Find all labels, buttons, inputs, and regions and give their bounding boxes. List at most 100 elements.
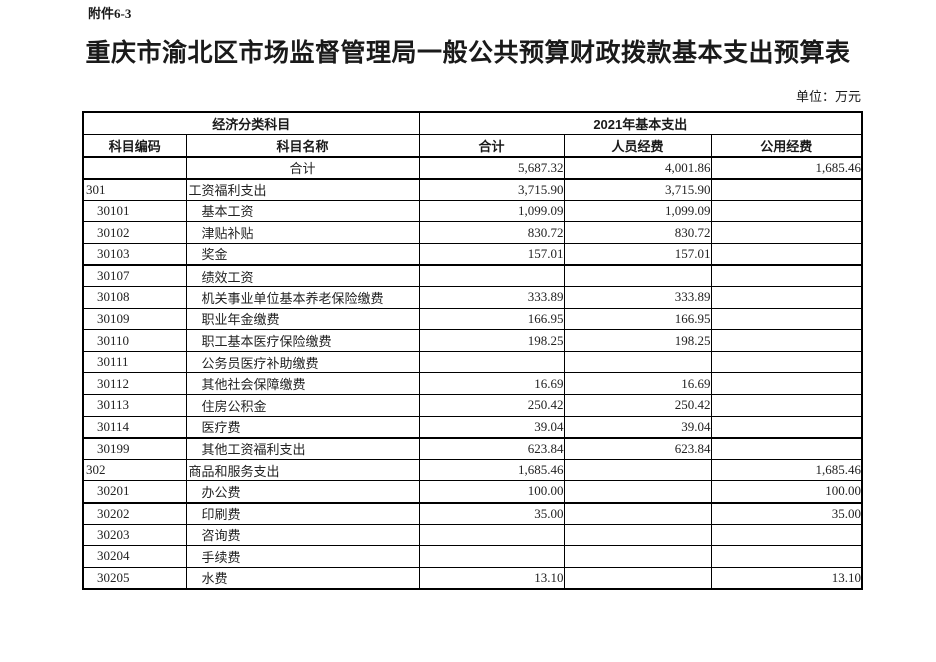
cell-code: 30108 <box>82 286 187 309</box>
cell-public <box>710 545 863 568</box>
cell-name: 职业年金缴费 <box>185 307 420 331</box>
cell-code: 30103 <box>82 242 187 266</box>
cell-code <box>82 156 187 180</box>
table-row: 30111 公务员医疗补助缴费 <box>82 350 863 374</box>
cell-code: 30110 <box>82 329 187 352</box>
cell-total: 198.25 <box>418 329 565 352</box>
table-row: 30199 其他工资福利支出 623.84 623.84 <box>82 437 863 460</box>
cell-code: 30112 <box>82 372 187 396</box>
cell-total: 39.04 <box>418 415 565 439</box>
cell-public <box>710 242 863 266</box>
cell-personnel <box>563 545 712 568</box>
cell-personnel: 198.25 <box>563 329 712 352</box>
cell-personnel: 4,001.86 <box>563 156 712 180</box>
cell-personnel: 166.95 <box>563 307 712 331</box>
cell-personnel: 16.69 <box>563 372 712 396</box>
cell-public: 35.00 <box>710 502 863 525</box>
col-header-subject-name: 科目名称 <box>185 134 420 158</box>
cell-total: 250.42 <box>418 394 565 417</box>
budget-table-body: 合计 5,687.32 4,001.86 1,685.46 301 工资福利支出 3,715… <box>82 156 863 590</box>
table-row: 30107 绩效工资 <box>82 264 863 288</box>
cell-code: 30199 <box>82 437 187 460</box>
cell-name: 商品和服务支出 <box>185 458 420 482</box>
cell-code: 30203 <box>82 523 187 547</box>
table-row: 301 工资福利支出 3,715.90 3,715.90 <box>82 178 863 201</box>
cell-name: 办公费 <box>185 480 420 504</box>
cell-code: 30102 <box>82 221 187 244</box>
cell-personnel: 623.84 <box>563 437 712 460</box>
cell-code: 30111 <box>82 350 187 374</box>
table-row: 30114 医疗费 39.04 39.04 <box>82 415 863 439</box>
col-header-total: 合计 <box>418 134 565 158</box>
cell-public <box>710 199 863 223</box>
cell-public: 100.00 <box>710 480 863 504</box>
table-row: 30204 手续费 <box>82 545 863 568</box>
cell-public <box>710 221 863 244</box>
cell-public <box>710 415 863 439</box>
cell-personnel: 1,099.09 <box>563 199 712 223</box>
cell-total <box>418 350 565 374</box>
cell-name: 奖金 <box>185 242 420 266</box>
header-columns-row: 科目编码 科目名称 合计 人员经费 公用经费 <box>82 134 863 158</box>
cell-name: 津贴补贴 <box>185 221 420 244</box>
cell-personnel <box>563 502 712 525</box>
cell-total: 166.95 <box>418 307 565 331</box>
table-row: 30103 奖金 157.01 157.01 <box>82 242 863 266</box>
table-row: 合计 5,687.32 4,001.86 1,685.46 <box>82 156 863 180</box>
page-title: 重庆市渝北区市场监督管理局一般公共预算财政拨款基本支出预算表 <box>85 40 851 67</box>
cell-personnel <box>563 566 712 590</box>
cell-code: 301 <box>82 178 187 201</box>
cell-total: 100.00 <box>418 480 565 504</box>
cell-public <box>710 329 863 352</box>
cell-code: 30204 <box>82 545 187 568</box>
header-group-row: 经济分类科目 2021年基本支出 <box>82 111 863 135</box>
cell-personnel <box>563 264 712 288</box>
cell-public <box>710 350 863 374</box>
table-row: 30109 职业年金缴费 166.95 166.95 <box>82 307 863 331</box>
cell-total: 1,099.09 <box>418 199 565 223</box>
cell-public: 1,685.46 <box>710 156 863 180</box>
cell-name: 基本工资 <box>185 199 420 223</box>
cell-public <box>710 394 863 417</box>
table-row: 30113 住房公积金 250.42 250.42 <box>82 394 863 417</box>
cell-public <box>710 307 863 331</box>
table-row: 30101 基本工资 1,099.09 1,099.09 <box>82 199 863 223</box>
cell-name: 合计 <box>185 156 420 180</box>
cell-total: 5,687.32 <box>418 156 565 180</box>
cell-code: 30109 <box>82 307 187 331</box>
cell-code: 30202 <box>82 502 187 525</box>
cell-name: 医疗费 <box>185 415 420 439</box>
cell-code: 30205 <box>82 566 187 590</box>
cell-personnel <box>563 350 712 374</box>
cell-public <box>710 286 863 309</box>
cell-code: 30114 <box>82 415 187 439</box>
cell-personnel: 333.89 <box>563 286 712 309</box>
cell-total <box>418 545 565 568</box>
col-header-personnel-expense: 人员经费 <box>563 134 712 158</box>
cell-personnel: 39.04 <box>563 415 712 439</box>
cell-public <box>710 523 863 547</box>
cell-personnel: 157.01 <box>563 242 712 266</box>
cell-public: 13.10 <box>710 566 863 590</box>
cell-total: 16.69 <box>418 372 565 396</box>
cell-public <box>710 372 863 396</box>
cell-total: 13.10 <box>418 566 565 590</box>
table-row: 30203 咨询费 <box>82 523 863 547</box>
cell-total: 1,685.46 <box>418 458 565 482</box>
cell-code: 30113 <box>82 394 187 417</box>
cell-name: 公务员医疗补助缴费 <box>185 350 420 374</box>
cell-total <box>418 523 565 547</box>
cell-personnel <box>563 458 712 482</box>
cell-name: 工资福利支出 <box>185 178 420 201</box>
cell-personnel <box>563 523 712 547</box>
cell-personnel: 3,715.90 <box>563 178 712 201</box>
cell-code: 30101 <box>82 199 187 223</box>
attachment-label: 附件6-3 <box>88 6 132 21</box>
cell-code: 30107 <box>82 264 187 288</box>
cell-total: 3,715.90 <box>418 178 565 201</box>
cell-public <box>710 437 863 460</box>
cell-personnel <box>563 480 712 504</box>
unit-label: 单位：万元 <box>795 89 861 104</box>
cell-name: 绩效工资 <box>185 264 420 288</box>
